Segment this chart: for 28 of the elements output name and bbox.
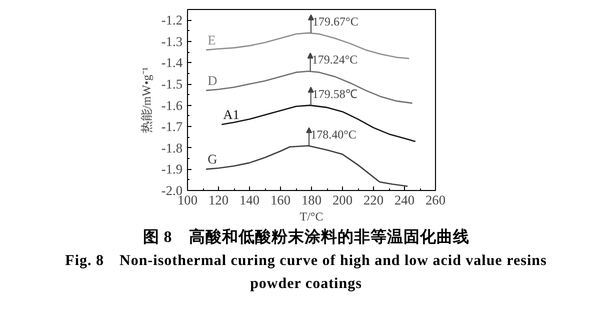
series-label: G (208, 152, 218, 167)
y-tick-label: -1.9 (161, 162, 183, 177)
y-axis-title: 热能/mW•g⁻¹ (139, 66, 154, 133)
x-axis-title: T/°C (300, 210, 324, 224)
y-tick-label: -1.6 (161, 98, 183, 113)
x-tick-label: 260 (426, 192, 446, 208)
x-tick-label: 180 (302, 192, 322, 208)
annotation: 179.24°C (312, 52, 358, 67)
series-label: E (208, 32, 216, 48)
x-tick-label: 140 (240, 192, 260, 208)
y-tick-label: -1.2 (161, 12, 183, 28)
x-tick-label: 160 (270, 192, 291, 208)
y-tick-label: -1.4 (161, 55, 183, 70)
series-label: D (208, 72, 218, 88)
annotation: 179.58℃ (312, 86, 358, 101)
text: Fig. 8 Non-isothermal curing curve of high and low acid value resins powder coatings (64, 252, 548, 294)
y-tick-label: -1.5 (161, 76, 183, 92)
x-tick-label: 240 (394, 192, 415, 208)
x-tick-label: 120 (208, 192, 229, 208)
y-tick-label: -1.7 (161, 119, 183, 134)
text: 图 8 高酸和低酸粉末涂料的非等温固化曲线 (142, 227, 470, 248)
y-tick-label: -1.8 (161, 140, 183, 156)
annotation: 179.67°C (312, 14, 358, 28)
x-tick-label: 200 (332, 192, 353, 208)
annotation: 178.40°C (310, 127, 356, 142)
series-label: A1 (223, 106, 240, 122)
y-tick-label: -1.3 (161, 34, 183, 49)
x-tick-label: 220 (364, 192, 384, 208)
